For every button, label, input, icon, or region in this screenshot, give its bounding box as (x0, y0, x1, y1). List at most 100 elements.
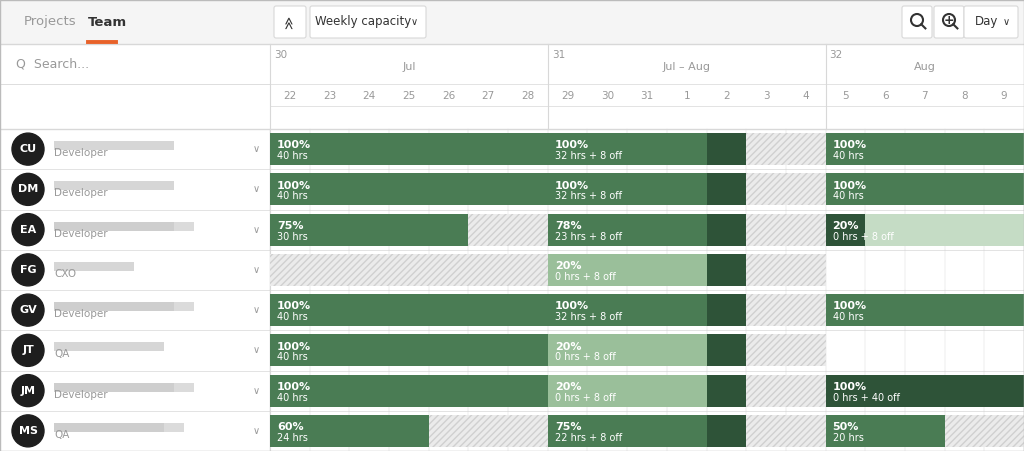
Bar (707, 173, 746, 206)
Bar (548, 133, 707, 165)
Text: Developer: Developer (54, 229, 108, 239)
Text: 3: 3 (763, 91, 769, 101)
Bar (825, 294, 1024, 326)
Bar (746, 374, 825, 407)
Text: 22: 22 (284, 91, 297, 101)
Text: ∨: ∨ (1002, 17, 1010, 27)
Text: Projects: Projects (24, 15, 77, 28)
Bar (746, 254, 825, 286)
Bar (825, 415, 944, 447)
Circle shape (12, 334, 44, 366)
Text: 24: 24 (362, 91, 376, 101)
FancyBboxPatch shape (964, 6, 1018, 38)
Text: 29: 29 (561, 91, 574, 101)
Text: Day: Day (975, 15, 998, 28)
Text: 40 hrs: 40 hrs (278, 393, 308, 403)
Text: Jul: Jul (402, 62, 416, 72)
Text: 100%: 100% (278, 180, 311, 190)
Bar (270, 254, 468, 286)
Text: 7: 7 (922, 91, 928, 101)
Bar (0, 0, 1024, 44)
Bar (825, 173, 1024, 206)
Text: JM: JM (20, 386, 36, 396)
Bar (270, 415, 429, 447)
Bar (707, 415, 746, 447)
Bar (468, 213, 548, 246)
Bar (746, 334, 825, 367)
Bar (0, 371, 1024, 411)
Text: +: + (944, 14, 954, 27)
Bar (54, 141, 174, 150)
Text: 4: 4 (803, 91, 809, 101)
Bar (746, 415, 825, 447)
Bar (746, 173, 825, 206)
Bar (54, 382, 174, 391)
Text: 40 hrs: 40 hrs (833, 312, 863, 322)
Text: QA: QA (54, 350, 70, 359)
Bar (548, 374, 707, 407)
Bar (0, 411, 1024, 451)
Bar (707, 334, 746, 367)
Text: Q  Search...: Q Search... (16, 57, 89, 70)
Text: EA: EA (19, 225, 36, 235)
Bar (270, 133, 548, 165)
Text: 20%: 20% (555, 382, 582, 392)
Text: 40 hrs: 40 hrs (278, 353, 308, 363)
Text: 100%: 100% (833, 382, 866, 392)
Bar (270, 294, 548, 326)
Bar (54, 302, 174, 311)
Text: 40 hrs: 40 hrs (278, 312, 308, 322)
Text: ∨: ∨ (253, 305, 259, 315)
Bar (270, 334, 548, 367)
Bar (746, 133, 825, 165)
Text: ≫: ≫ (284, 15, 297, 28)
Bar (429, 415, 548, 447)
Text: 28: 28 (521, 91, 535, 101)
Text: 20%: 20% (555, 341, 582, 351)
Text: 0 hrs + 8 off: 0 hrs + 8 off (555, 393, 615, 403)
Bar (865, 213, 1024, 246)
Text: 100%: 100% (278, 341, 311, 351)
Bar (548, 213, 707, 246)
Text: 8: 8 (962, 91, 968, 101)
Bar (746, 294, 825, 326)
Text: QA: QA (54, 430, 70, 440)
Bar (270, 173, 548, 206)
Text: 23: 23 (323, 91, 336, 101)
Bar (548, 415, 707, 447)
Bar (944, 415, 1024, 447)
Bar (548, 334, 707, 367)
Text: 0 hrs + 8 off: 0 hrs + 8 off (555, 353, 615, 363)
Circle shape (12, 254, 44, 286)
Bar (746, 334, 825, 367)
Bar (746, 213, 825, 246)
Text: 24 hrs: 24 hrs (278, 433, 308, 443)
Text: 20%: 20% (833, 221, 859, 231)
Text: 100%: 100% (833, 180, 866, 190)
Text: 30: 30 (274, 50, 287, 60)
Bar (54, 423, 164, 432)
Circle shape (12, 173, 44, 205)
Circle shape (12, 133, 44, 165)
Text: JT: JT (23, 345, 34, 355)
Text: 32 hrs + 8 off: 32 hrs + 8 off (555, 151, 622, 161)
Bar (548, 173, 707, 206)
Text: 100%: 100% (278, 140, 311, 150)
Bar (944, 415, 1024, 447)
Bar (746, 213, 825, 246)
Text: 100%: 100% (555, 140, 589, 150)
Circle shape (12, 415, 44, 447)
Text: 22 hrs + 8 off: 22 hrs + 8 off (555, 433, 622, 443)
Bar (707, 254, 746, 286)
Bar (548, 294, 707, 326)
Text: 0 hrs + 8 off: 0 hrs + 8 off (555, 272, 615, 282)
Text: 30: 30 (601, 91, 613, 101)
Bar (0, 169, 1024, 210)
Text: ∨: ∨ (253, 225, 259, 235)
Bar (707, 133, 746, 165)
Bar (54, 302, 194, 311)
Text: ∨: ∨ (411, 17, 418, 27)
Text: 100%: 100% (555, 180, 589, 190)
Text: CU: CU (19, 144, 37, 154)
Text: 31: 31 (640, 91, 653, 101)
